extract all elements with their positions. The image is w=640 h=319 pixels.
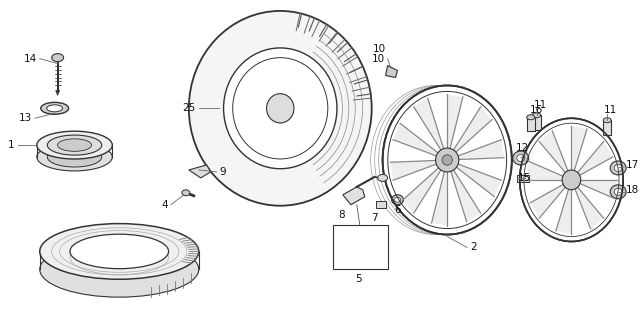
- Ellipse shape: [532, 113, 541, 118]
- Ellipse shape: [47, 135, 102, 155]
- Ellipse shape: [442, 155, 452, 165]
- Polygon shape: [343, 187, 365, 205]
- Polygon shape: [431, 169, 447, 226]
- Ellipse shape: [189, 11, 372, 206]
- Text: 5: 5: [355, 274, 362, 284]
- Polygon shape: [189, 165, 211, 178]
- Text: 15: 15: [518, 173, 531, 183]
- Ellipse shape: [223, 48, 337, 169]
- Ellipse shape: [527, 115, 534, 120]
- Ellipse shape: [47, 105, 63, 112]
- Text: 4: 4: [161, 200, 168, 210]
- Ellipse shape: [40, 241, 199, 297]
- Ellipse shape: [47, 147, 102, 167]
- Bar: [516, 175, 529, 182]
- Text: 25: 25: [182, 103, 196, 113]
- Polygon shape: [447, 94, 463, 151]
- Ellipse shape: [394, 197, 401, 202]
- Polygon shape: [572, 126, 587, 172]
- Ellipse shape: [610, 185, 626, 199]
- Bar: [604, 120, 611, 135]
- Text: 9: 9: [220, 167, 227, 177]
- Ellipse shape: [604, 118, 611, 123]
- Ellipse shape: [58, 139, 92, 151]
- Text: 11: 11: [604, 105, 618, 115]
- Ellipse shape: [436, 148, 459, 172]
- Polygon shape: [393, 123, 440, 157]
- Ellipse shape: [614, 165, 622, 171]
- Text: 1: 1: [8, 140, 15, 150]
- Text: 13: 13: [19, 113, 32, 123]
- Ellipse shape: [41, 102, 68, 114]
- Ellipse shape: [562, 170, 580, 190]
- Text: 8: 8: [338, 210, 345, 220]
- Ellipse shape: [40, 224, 199, 279]
- Polygon shape: [452, 107, 492, 154]
- Ellipse shape: [383, 85, 512, 234]
- Ellipse shape: [610, 161, 626, 175]
- Ellipse shape: [614, 188, 622, 195]
- Text: 11: 11: [534, 100, 547, 110]
- Text: 6: 6: [394, 205, 401, 215]
- Bar: [532, 115, 541, 130]
- Polygon shape: [414, 98, 444, 152]
- Polygon shape: [576, 142, 612, 176]
- Polygon shape: [454, 163, 501, 197]
- Text: 7: 7: [371, 213, 378, 223]
- Polygon shape: [450, 168, 481, 222]
- Ellipse shape: [520, 118, 623, 241]
- Polygon shape: [526, 161, 565, 180]
- Text: 14: 14: [24, 54, 36, 63]
- Polygon shape: [390, 160, 439, 180]
- Text: 17: 17: [626, 160, 639, 170]
- Text: 12: 12: [515, 143, 529, 153]
- Polygon shape: [386, 66, 397, 78]
- Ellipse shape: [513, 151, 529, 165]
- Ellipse shape: [516, 154, 525, 161]
- Polygon shape: [578, 180, 617, 198]
- Text: 16: 16: [530, 105, 543, 115]
- Ellipse shape: [392, 195, 403, 205]
- Text: 10: 10: [371, 54, 385, 63]
- Polygon shape: [530, 183, 566, 218]
- Polygon shape: [403, 166, 442, 213]
- Ellipse shape: [36, 143, 112, 171]
- Bar: [333, 225, 388, 269]
- Text: 18: 18: [626, 185, 639, 195]
- Polygon shape: [540, 131, 568, 174]
- Ellipse shape: [266, 94, 294, 123]
- Ellipse shape: [182, 190, 190, 196]
- Polygon shape: [556, 187, 572, 234]
- Polygon shape: [455, 140, 504, 160]
- Ellipse shape: [378, 174, 388, 182]
- Ellipse shape: [70, 234, 168, 269]
- Bar: [527, 117, 534, 131]
- Ellipse shape: [52, 54, 63, 62]
- Polygon shape: [56, 90, 60, 95]
- Text: 10: 10: [372, 44, 386, 54]
- Polygon shape: [574, 186, 604, 229]
- Bar: [376, 201, 386, 208]
- Text: 2: 2: [470, 242, 477, 252]
- Ellipse shape: [36, 131, 112, 159]
